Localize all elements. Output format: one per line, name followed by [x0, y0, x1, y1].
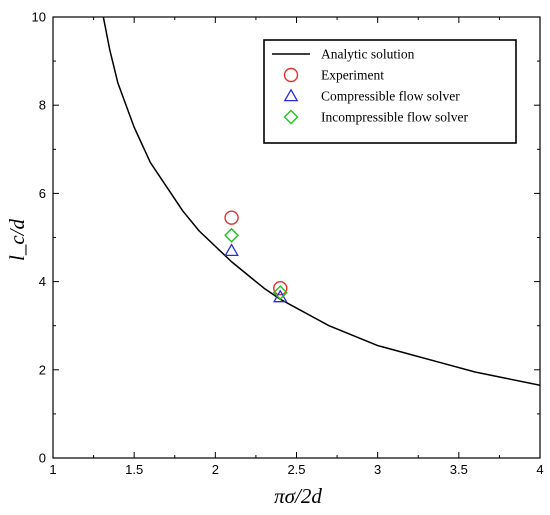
x-tick-label-6: 4 [536, 462, 543, 477]
y-tick-label-5: 10 [32, 10, 46, 25]
legend-label-0: Analytic solution [321, 47, 415, 62]
plot-layer [102, 17, 540, 386]
legend-marker-diamond [283, 109, 299, 125]
axes-layer: 1 1.5 2 2.5 3 3.5 4 0 2 4 6 8 10 [32, 10, 544, 478]
x-tick-label-0: 1 [49, 462, 56, 477]
series-line-analytic [102, 17, 540, 386]
data-point-diamond-1 [272, 285, 288, 301]
legend-label-2: Compressible flow solver [321, 89, 460, 104]
x-tick-label-4: 3 [374, 462, 381, 477]
data-point-diamond-0 [224, 227, 240, 243]
legend-marker-triangle [283, 88, 299, 102]
data-point-circle-1 [273, 281, 288, 296]
legend: Analytic solution Experiment Compressible … [263, 39, 517, 144]
y-axis-title: l_c/d [5, 219, 29, 261]
x-tick-label-3: 2.5 [287, 462, 305, 477]
x-tick-label-2: 2 [212, 462, 219, 477]
y-tick-label-1: 2 [39, 362, 46, 377]
y-tick-label-0: 0 [39, 451, 46, 466]
legend-label-3: Incompressible flow solver [321, 110, 468, 125]
y-tick-label-3: 6 [39, 186, 46, 201]
x-tick-label-1: 1.5 [125, 462, 143, 477]
legend-box [263, 39, 517, 144]
data-point-triangle-0 [224, 243, 239, 257]
legend-marker-circle [283, 67, 299, 83]
y-tick-label-2: 4 [39, 274, 46, 289]
y-tick-label-4: 8 [39, 98, 46, 113]
plot-clip-group [102, 17, 540, 386]
data-point-circle-0 [224, 210, 239, 225]
x-axis-title: πσ/2d [274, 484, 322, 508]
legend-label-1: Experiment [321, 68, 384, 83]
x-tick-label-5: 3.5 [450, 462, 468, 477]
